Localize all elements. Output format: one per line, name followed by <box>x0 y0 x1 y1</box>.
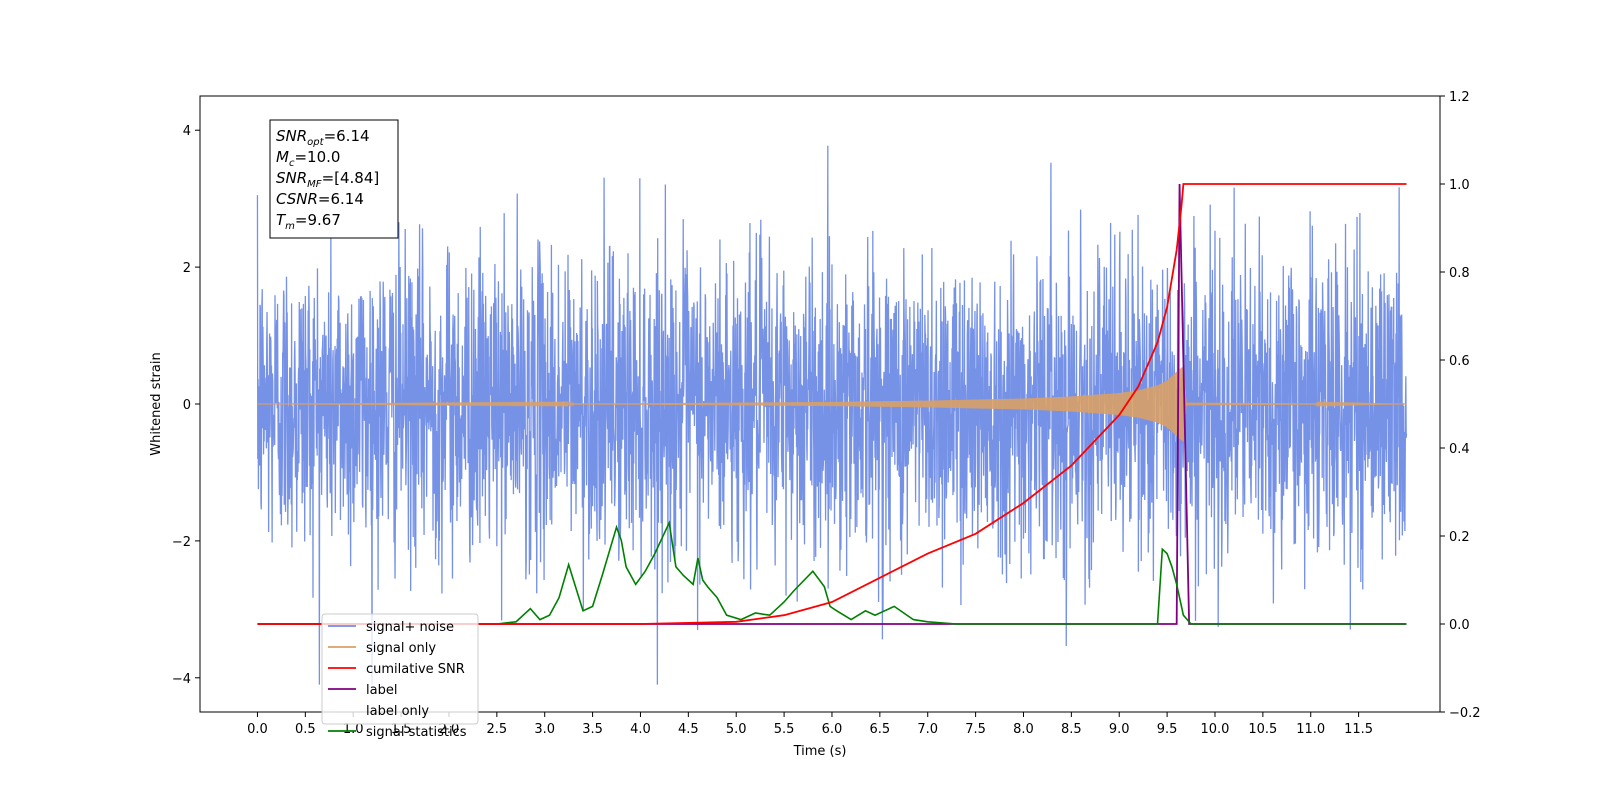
y-tick-label: −4 <box>172 672 191 687</box>
series-cumulative-snr <box>257 183 1407 625</box>
y2-tick-label: 0.6 <box>1449 354 1470 369</box>
x-tick-label: 4.0 <box>630 722 651 737</box>
legend-entry: signal statistics <box>366 725 467 740</box>
y2-tick-label: 0.2 <box>1449 530 1470 545</box>
y-axis-label: Whitened strain <box>149 352 164 455</box>
x-tick-label: 4.5 <box>678 722 699 737</box>
x-tick-label: 1.0 <box>343 722 364 737</box>
y2-tick-label: −0.2 <box>1449 706 1481 721</box>
x-tick-label: 8.0 <box>1013 722 1034 737</box>
y-axis-left: −4 −2 0 2 4 <box>172 124 200 687</box>
x-tick-label: 8.5 <box>1061 722 1082 737</box>
y2-tick-label: 0.0 <box>1449 618 1470 633</box>
x-axis: 0.0 0.5 1.0 1.5 2.0 2.5 3.0 3.5 4.0 4.5 5.0 5.5 6.0 6… <box>247 712 1373 737</box>
x-tick-label: 11.5 <box>1344 722 1373 737</box>
x-tick-label: 6.5 <box>870 722 891 737</box>
annotation-line: SNRMF=[4.84] <box>276 169 379 190</box>
x-tick-label: 5.0 <box>726 722 747 737</box>
x-tick-label: 1.5 <box>391 722 412 737</box>
x-tick-label: 3.0 <box>534 722 555 737</box>
x-tick-label: 0.0 <box>247 722 268 737</box>
y2-tick-label: 0.8 <box>1449 266 1470 281</box>
series-signal-statistics <box>257 520 1407 625</box>
y-tick-label: 0 <box>183 398 191 413</box>
annotation-line: Mc=10.0 <box>276 148 340 169</box>
x-tick-label: 2.5 <box>486 722 507 737</box>
legend-entry: signal+ noise <box>366 620 454 635</box>
x-tick-label: 5.5 <box>774 722 795 737</box>
x-tick-label: 6.0 <box>822 722 843 737</box>
legend-entry: label <box>366 683 397 698</box>
annotation-frame <box>269 119 399 239</box>
legend-entry: signal only <box>366 641 436 656</box>
y-tick-label: 4 <box>183 124 191 139</box>
x-tick-label: 7.5 <box>965 722 986 737</box>
y2-tick-label: 1.2 <box>1449 90 1470 105</box>
y2-tick-label: 1.0 <box>1449 178 1470 193</box>
x-tick-label: 3.5 <box>582 722 603 737</box>
series-signal-noise <box>256 145 1408 685</box>
x-tick-label: 2.0 <box>439 722 460 737</box>
y-tick-label: 2 <box>183 261 191 276</box>
annotation-line: SNRopt=6.14 <box>276 127 370 148</box>
x-tick-label: 10.5 <box>1248 722 1277 737</box>
x-tick-label: 9.5 <box>1157 722 1178 737</box>
x-tick-label: 9.0 <box>1109 722 1130 737</box>
x-tick-label: 11.0 <box>1296 722 1325 737</box>
plot-area <box>256 145 1408 685</box>
legend-entry: cumilative SNR <box>366 662 465 677</box>
legend-frame <box>321 613 479 725</box>
annotation-line: CSNR=6.14 <box>276 190 364 208</box>
y2-tick-label: 0.4 <box>1449 442 1470 457</box>
annotation-line: Tm=9.67 <box>276 211 341 232</box>
y-tick-label: −2 <box>172 535 191 550</box>
x-tick-label: 10.0 <box>1201 722 1230 737</box>
x-tick-label: 0.5 <box>295 722 316 737</box>
x-axis-label: Time (s) <box>793 744 847 759</box>
legend-entry: label only <box>366 704 429 719</box>
y-axis-right: −0.2 0.0 0.2 0.4 0.6 0.8 1.0 1.2 <box>1440 90 1481 721</box>
series-signal-only <box>257 366 1407 442</box>
legend: signal+ noise signal only cumilative SNR la… <box>321 613 479 740</box>
x-tick-label: 7.0 <box>917 722 938 737</box>
